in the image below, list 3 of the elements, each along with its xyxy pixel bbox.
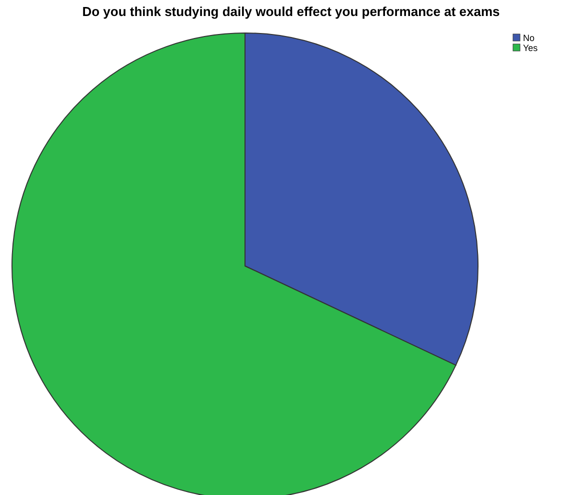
legend-label: Yes: [523, 43, 538, 53]
legend-label: No: [523, 33, 535, 43]
chart-title: Do you think studying daily would effect you performance at exams: [82, 4, 500, 19]
